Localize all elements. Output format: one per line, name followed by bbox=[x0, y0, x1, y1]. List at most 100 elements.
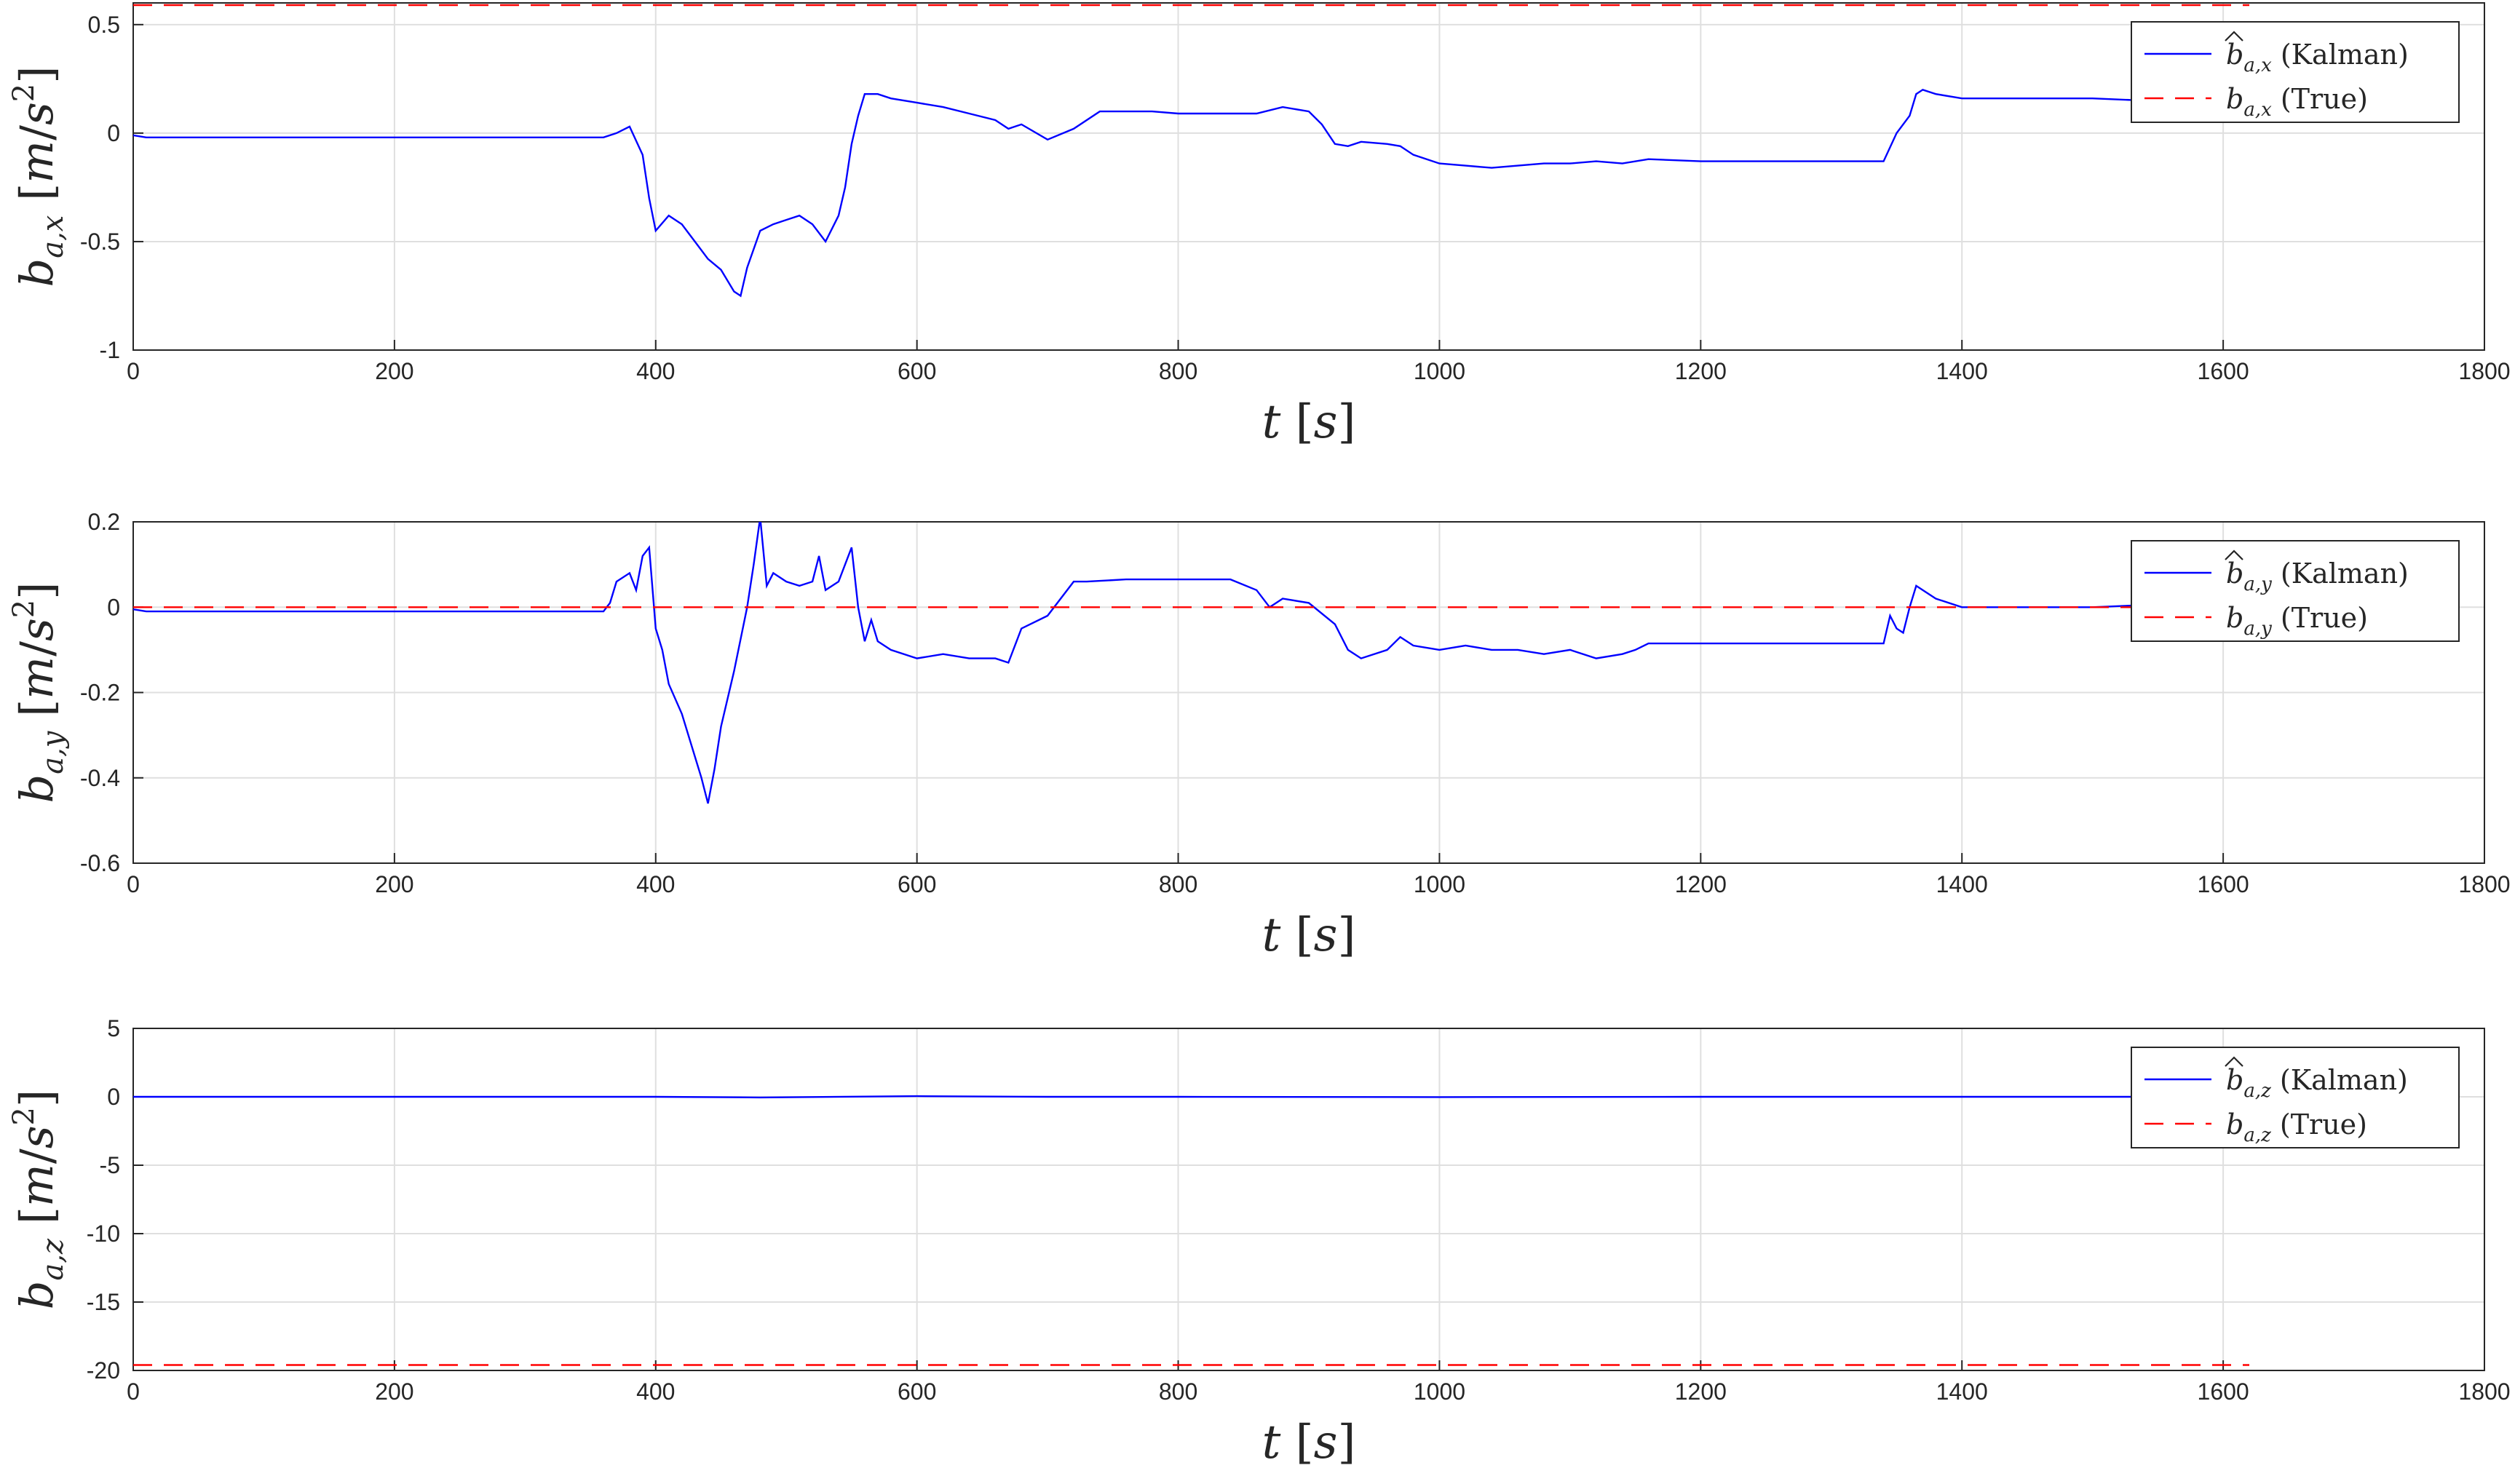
x-tick-label: 1000 bbox=[1414, 358, 1465, 384]
y-tick-label: 5 bbox=[107, 1015, 120, 1041]
chart-panel-y-axis-bias: 0 200 400 600 800 1000 1200 1400 1600 1800 -0.6 -0.… bbox=[7, 509, 2511, 962]
y-label-power: 2 bbox=[7, 1107, 41, 1125]
legend-true-subscript: a,x bbox=[2243, 99, 2272, 121]
legend-hat-icon bbox=[2225, 1056, 2243, 1067]
legend-true-subscript: a,z bbox=[2243, 1124, 2271, 1146]
x-tick-label: 1200 bbox=[1675, 358, 1727, 384]
y-label-m: m bbox=[10, 1164, 63, 1207]
y-axis-label: ba,y [m/s2] bbox=[7, 582, 70, 803]
x-axis-label: t [s] bbox=[1262, 908, 1356, 962]
legend-kalman-subscript: a,z bbox=[2243, 1080, 2271, 1102]
kalman-estimate-line bbox=[133, 1095, 2145, 1099]
x-tick-label: 800 bbox=[1159, 358, 1197, 384]
legend-true-var: b bbox=[2226, 83, 2243, 115]
legend-kalman-var: b bbox=[2226, 558, 2243, 590]
x-tick-label: 1400 bbox=[1936, 1378, 1988, 1405]
legend-box bbox=[2131, 540, 2460, 642]
legend-kalman-text: (Kalman) bbox=[2272, 39, 2409, 71]
legend-hat-icon bbox=[2225, 549, 2243, 560]
x-label-unit-bracket: [ bbox=[1280, 908, 1313, 962]
y-tick-label: -20 bbox=[87, 1357, 120, 1384]
legend-true-label: ba,z (True) bbox=[2226, 1108, 2367, 1146]
legend-kalman-label: ba,y (Kalman) bbox=[2226, 558, 2409, 595]
y-label-var: b bbox=[10, 1281, 63, 1310]
x-tick-label: 1000 bbox=[1414, 871, 1465, 897]
plot-area bbox=[133, 3, 2484, 350]
x-tick-label: 600 bbox=[898, 1378, 936, 1405]
x-axis-label: t [s] bbox=[1262, 395, 1356, 449]
y-label-s: s bbox=[10, 1125, 63, 1148]
x-tick-label: 1200 bbox=[1675, 871, 1727, 897]
y-label-close: ] bbox=[10, 1090, 63, 1107]
x-tick-label: 0 bbox=[127, 1378, 140, 1405]
axes-box bbox=[132, 2, 2485, 351]
legend-kalman-subscript: a,y bbox=[2243, 574, 2272, 595]
x-tick-label: 1400 bbox=[1936, 358, 1988, 384]
y-tick-label: -10 bbox=[87, 1221, 120, 1247]
y-label-s: s bbox=[10, 102, 63, 125]
y-label-m: m bbox=[10, 656, 63, 699]
y-tick-label: 0.2 bbox=[88, 509, 120, 535]
y-label-s: s bbox=[10, 618, 63, 641]
x-tick-label: 400 bbox=[636, 1378, 675, 1405]
x-tick-label: 0 bbox=[127, 358, 140, 384]
x-tick-label: 800 bbox=[1159, 871, 1197, 897]
y-label-m: m bbox=[10, 140, 63, 183]
x-label-unit-close: ] bbox=[1337, 395, 1355, 449]
y-label-subscript: a,y bbox=[36, 730, 70, 774]
y-label-open: [ bbox=[10, 699, 63, 731]
x-tick-label: 1600 bbox=[2198, 871, 2249, 897]
legend-true-var: b bbox=[2226, 1108, 2243, 1140]
x-tick-label: 1600 bbox=[2198, 1378, 2249, 1405]
y-axis-label: ba,z [m/s2] bbox=[7, 1090, 70, 1309]
legend: ba,z (Kalman)ba,z (True) bbox=[2131, 1047, 2460, 1148]
x-label-unit-s: s bbox=[1314, 395, 1338, 449]
y-tick-label: 0.5 bbox=[88, 12, 120, 38]
legend-true-label: ba,y (True) bbox=[2226, 602, 2368, 640]
legend-kalman-var: b bbox=[2226, 39, 2243, 71]
y-tick-label: -0.6 bbox=[80, 850, 120, 876]
y-label-slash: / bbox=[10, 1148, 63, 1164]
legend-kalman-subscript: a,x bbox=[2243, 55, 2272, 76]
x-label-unit-bracket: [ bbox=[1280, 1416, 1313, 1469]
x-tick-label: 600 bbox=[898, 358, 936, 384]
x-tick-label: 1400 bbox=[1936, 871, 1988, 897]
x-tick-label: 1600 bbox=[2198, 358, 2249, 384]
x-label-unit-s: s bbox=[1314, 1416, 1338, 1469]
x-label-unit-close: ] bbox=[1337, 1416, 1355, 1469]
y-tick-label: -0.2 bbox=[80, 680, 120, 706]
x-label-unit-s: s bbox=[1314, 908, 1338, 962]
legend: ba,x (Kalman)ba,x (True) bbox=[2131, 21, 2460, 123]
x-label-var: t bbox=[1262, 1416, 1281, 1469]
y-tick-label: 0 bbox=[107, 120, 120, 146]
y-label-slash: / bbox=[10, 125, 63, 140]
x-tick-label: 1800 bbox=[2458, 871, 2510, 897]
y-label-close: ] bbox=[10, 66, 63, 84]
y-axis-label: ba,x [m/s2] bbox=[7, 66, 70, 287]
y-label-slash: / bbox=[10, 641, 63, 656]
x-tick-label: 1800 bbox=[2458, 358, 2510, 384]
x-axis-label: t [s] bbox=[1262, 1416, 1356, 1469]
y-tick-label: 0 bbox=[107, 594, 120, 620]
plot-area bbox=[133, 1028, 2484, 1370]
legend-kalman-var: b bbox=[2226, 1064, 2243, 1096]
legend-true-var: b bbox=[2226, 602, 2243, 634]
y-label-close: ] bbox=[10, 582, 63, 600]
legend-true-text: (True) bbox=[2271, 1108, 2367, 1140]
x-label-unit-close: ] bbox=[1337, 908, 1355, 962]
x-tick-label: 400 bbox=[636, 871, 675, 897]
legend-box bbox=[2131, 21, 2460, 123]
y-tick-label: -1 bbox=[100, 337, 120, 363]
x-label-unit-bracket: [ bbox=[1280, 395, 1313, 449]
y-tick-label: -0.5 bbox=[80, 229, 120, 255]
axes-box bbox=[132, 1028, 2485, 1371]
x-tick-label: 1000 bbox=[1414, 1378, 1465, 1405]
chart-panel-z-axis-bias: 0 200 400 600 800 1000 1200 1400 1600 1800 -20 -15 -… bbox=[7, 1015, 2511, 1469]
y-label-power: 2 bbox=[7, 84, 41, 102]
y-tick-label: -15 bbox=[87, 1289, 120, 1315]
x-tick-label: 200 bbox=[375, 358, 413, 384]
legend-hat-icon bbox=[2225, 31, 2243, 41]
x-label-var: t bbox=[1262, 395, 1281, 449]
y-label-open: [ bbox=[10, 183, 63, 215]
y-label-power: 2 bbox=[7, 600, 41, 618]
